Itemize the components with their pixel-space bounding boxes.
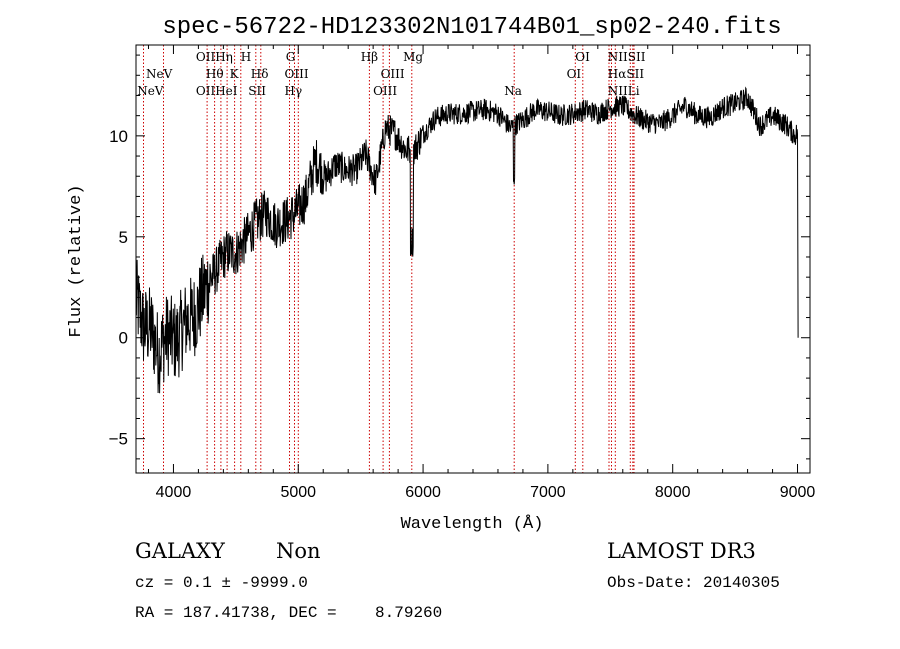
survey-name: LAMOST DR3 [607,539,756,563]
x-tick-label: 4000 [156,484,192,501]
x-tick-label: 6000 [405,484,441,501]
line-label-Li: Li [628,84,640,98]
chart-title: spec-56722-HD123302N101744B01_sp02-240.f… [162,14,781,41]
line-label-Hβ: Hβ [361,50,378,64]
y-tick-label: 5 [119,228,128,247]
line-label-NeV: NeV [146,67,173,81]
line-label-OIII: OIII [373,84,397,98]
x-tick-label: 9000 [780,484,816,501]
line-label-Hθ: Hθ [206,67,224,81]
line-label-K: K [230,67,240,81]
line-label-SII: SII [248,84,266,98]
line-label-OIIHeI: OIIHeI [196,84,238,98]
line-label-OIII: OIII [285,67,309,81]
line-label-OIIHη: OIIHη [196,50,233,64]
x-tick-label: 5000 [280,484,316,501]
line-label-OI: OI [575,50,590,64]
x-tick-label: 8000 [655,484,691,501]
y-tick-label: −5 [109,430,128,449]
coordinates: RA = 187.41738, DEC = 8.79260 [135,604,443,622]
observation-date: Obs-Date: 20140305 [607,574,780,592]
line-label-Hδ: Hδ [251,67,269,81]
redshift-cz: cz = 0.1 ± -9999.0 [135,574,308,592]
line-label-Mg: Mg [403,50,423,64]
line-label-NII: NII [608,84,628,98]
line-label-OIII: OIII [381,67,405,81]
y-tick-label: 10 [109,127,128,146]
spectral-line-markers [143,45,635,473]
line-label-NeV: NeV [137,84,164,98]
y-tick-label: 0 [119,329,128,348]
spectrum-line [135,86,799,394]
object-class: GALAXY [135,539,225,563]
line-label-Na: Na [504,84,522,98]
line-label-OI: OI [567,67,582,81]
y-axis-label: Flux (relative) [67,184,86,337]
line-label-NIISII: NIISII [608,50,646,64]
line-label-H: H [241,50,251,64]
line-label-G: G [286,50,296,64]
line-label-HαSII: HαSII [608,67,645,81]
object-subclass: Non [276,539,321,563]
x-axis-label: Wavelength (Å) [401,515,544,534]
axes: 4000 5000 6000 7000 8000 9000 −5 0 5 10 [109,45,816,501]
line-label-Hγ: Hγ [285,84,303,98]
x-tick-label: 7000 [530,484,566,501]
